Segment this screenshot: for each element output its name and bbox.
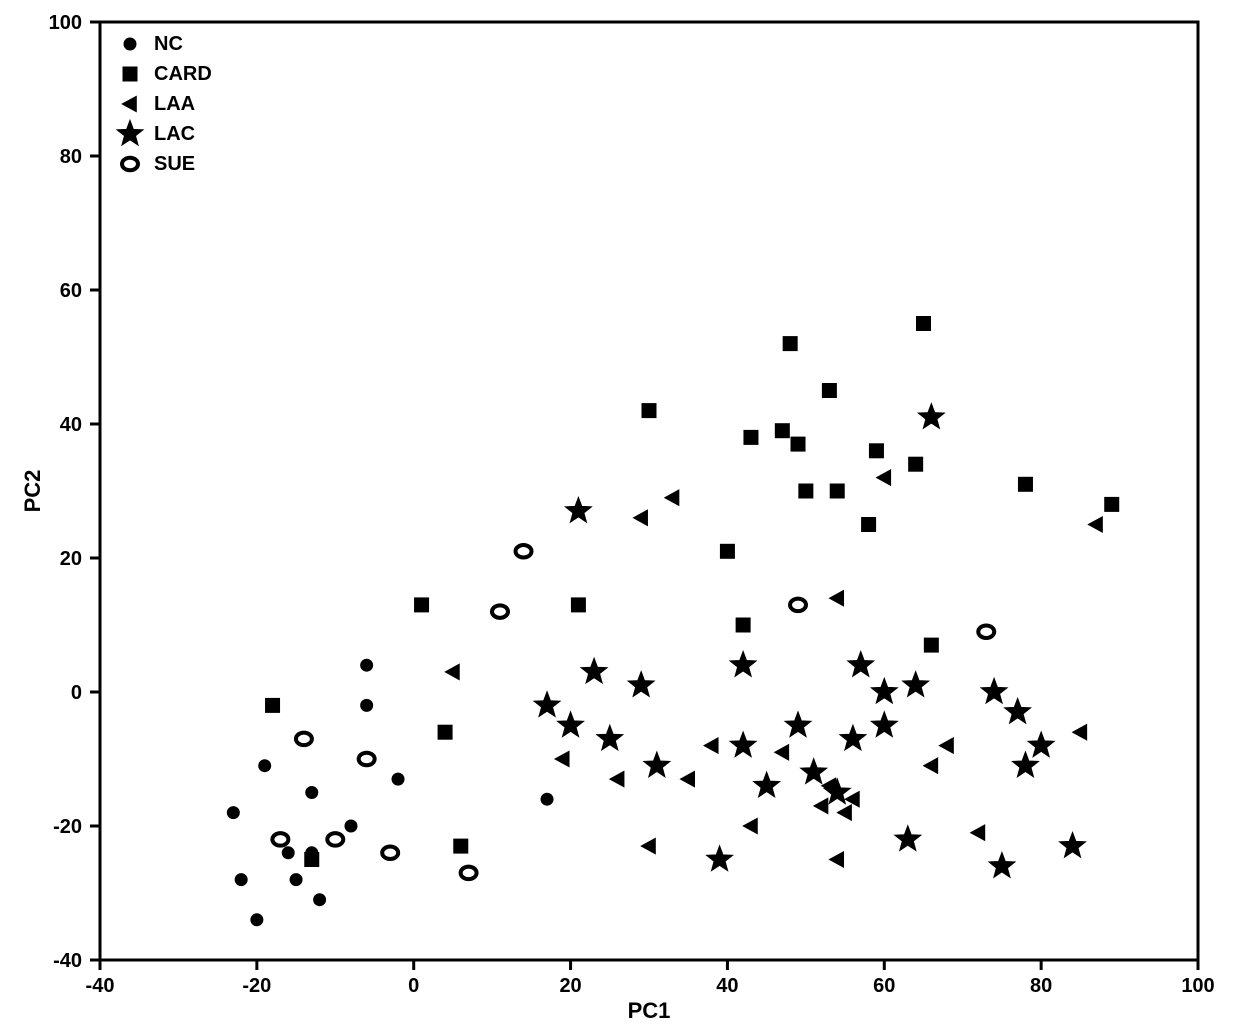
x-tick-label: 80 xyxy=(1030,975,1052,997)
legend-label-card: CARD xyxy=(154,63,212,85)
chart-svg: -40 -20 0 20 40 60 80 100 -40 -20 0 20 40 60 80 100 PC1 P… xyxy=(0,0,1240,1031)
legend-label-sue: SUE xyxy=(154,153,195,175)
x-tick-label: 20 xyxy=(559,975,581,997)
x-tick-label: -40 xyxy=(86,975,115,997)
y-tick-label: 0 xyxy=(71,682,82,704)
x-tick-label: 0 xyxy=(408,975,419,997)
x-tick-label: 40 xyxy=(716,975,738,997)
legend-label-nc: NC xyxy=(154,33,183,55)
y-tick-label: 80 xyxy=(60,146,82,168)
legend-label-laa: LAA xyxy=(154,93,195,115)
y-tick-label: 100 xyxy=(49,12,82,34)
y-tick-label: -20 xyxy=(53,816,82,838)
legend-label-lac: LAC xyxy=(154,123,195,145)
x-tick-label: 100 xyxy=(1181,975,1214,997)
x-tick-label: 60 xyxy=(873,975,895,997)
y-tick-label: 60 xyxy=(60,280,82,302)
x-tick-label: -20 xyxy=(242,975,271,997)
y-tick-label: -40 xyxy=(53,950,82,972)
x-axis-label: PC1 xyxy=(628,998,671,1023)
y-tick-label: 20 xyxy=(60,548,82,570)
pca-scatter-chart: -40 -20 0 20 40 60 80 100 -40 -20 0 20 40 60 80 100 PC1 P… xyxy=(0,0,1240,1031)
y-tick-label: 40 xyxy=(60,414,82,436)
y-axis-label: PC2 xyxy=(20,470,45,513)
